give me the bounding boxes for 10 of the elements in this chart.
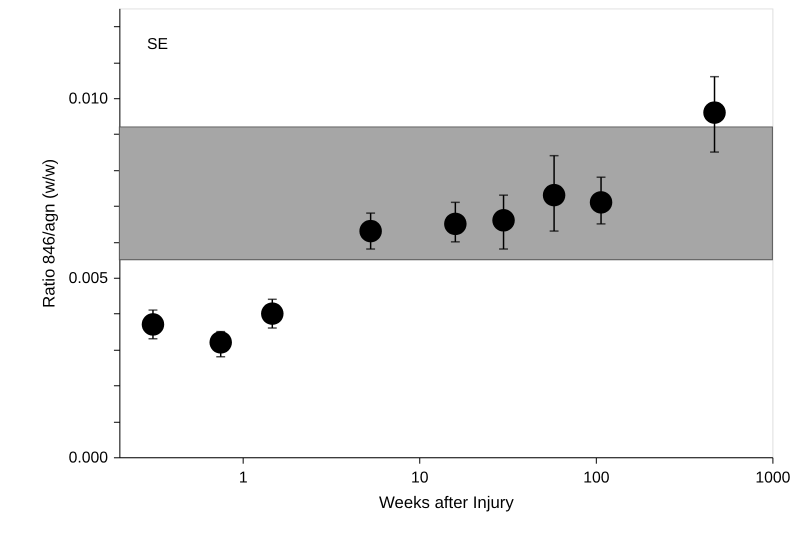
annotation: SE <box>146 36 168 53</box>
x-axis-title: Weeks after Injury <box>379 493 514 512</box>
y-tick-label: 0.010 <box>68 90 108 108</box>
x-tick-label: 10 <box>411 469 429 486</box>
y-axis-title: Ratio 846/agn (w/w) <box>40 158 59 308</box>
y-tick-label: 0.000 <box>68 450 108 467</box>
y-tick-label: 0.005 <box>68 270 108 288</box>
x-tick-label: 1 <box>238 469 248 486</box>
x-tick-label: 100 <box>583 469 610 486</box>
x-tick-label: 1000 <box>755 469 791 486</box>
